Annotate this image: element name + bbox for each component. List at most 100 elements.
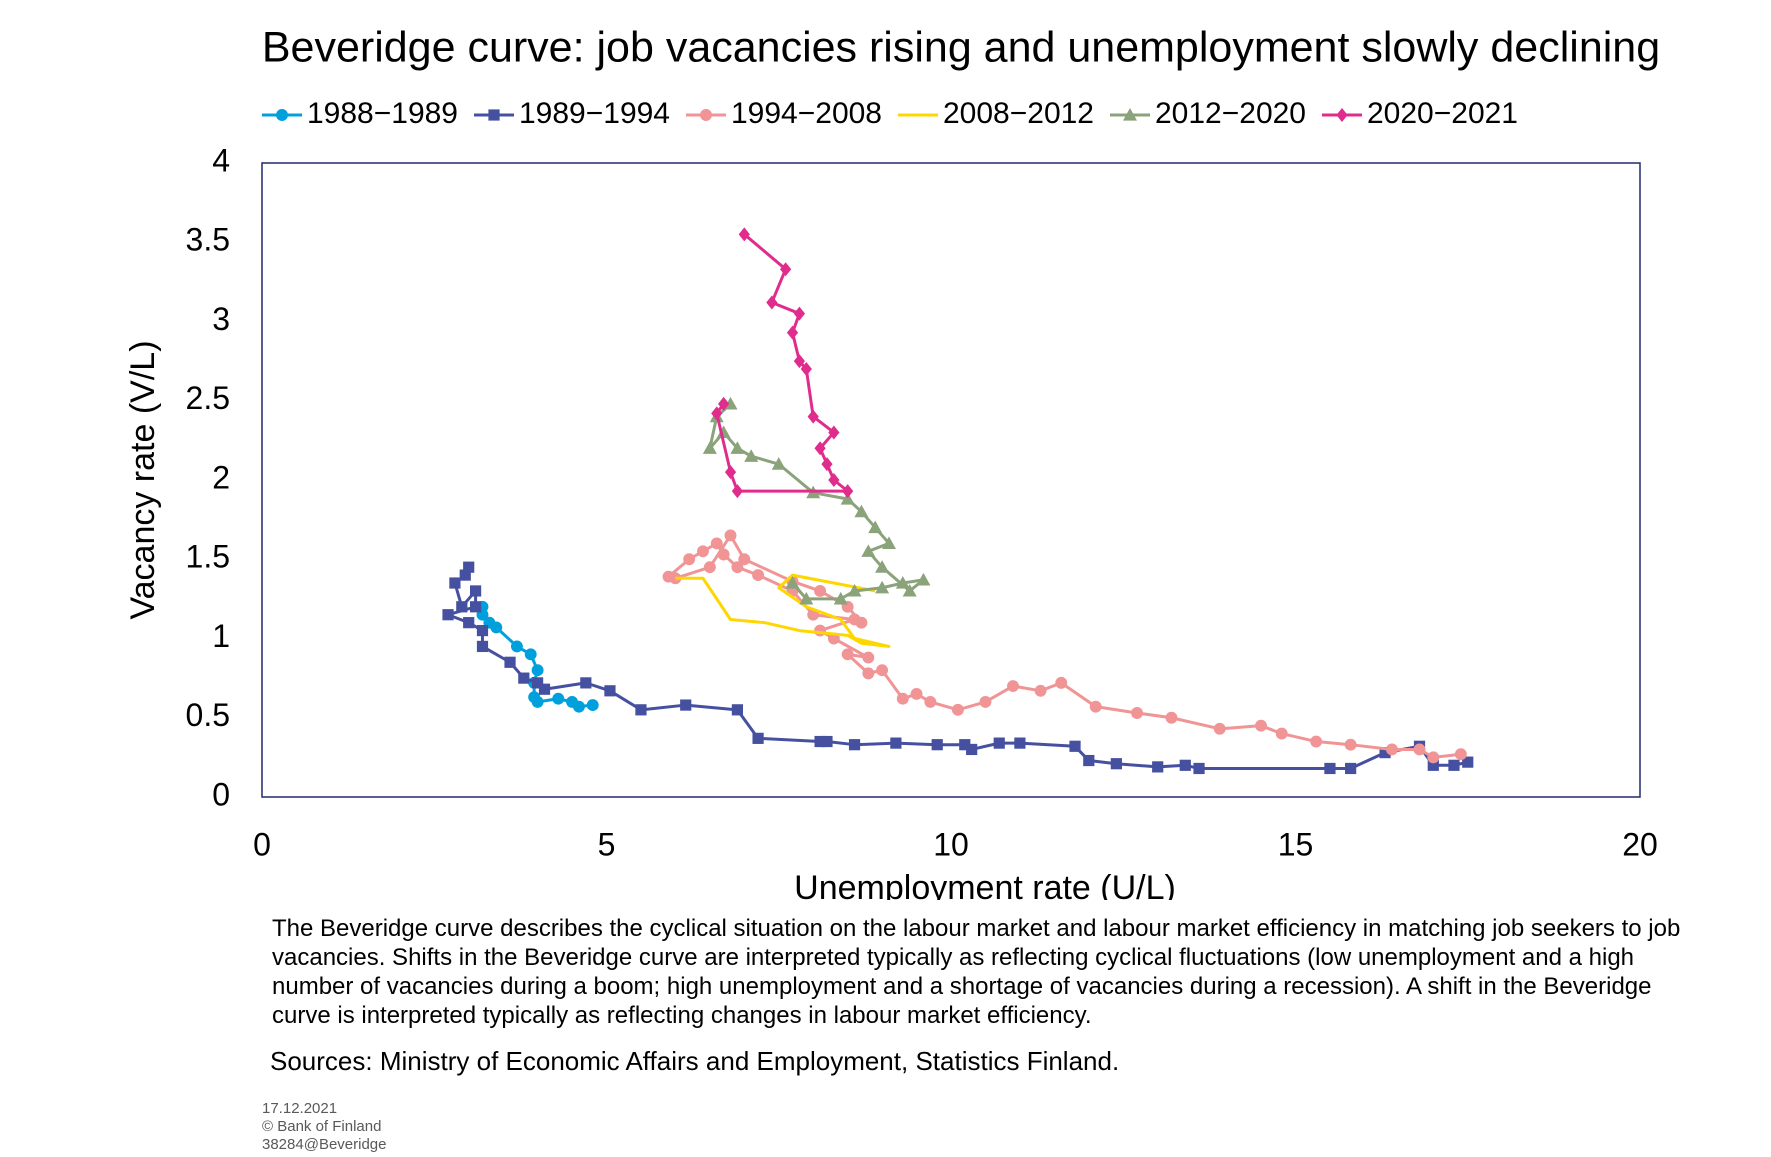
x-axis-label: Unemployment rate (U/L) [794, 869, 1176, 900]
marker [1055, 676, 1068, 689]
chart-title: Beveridge curve: job vacancies rising an… [262, 23, 1660, 71]
marker [814, 441, 826, 456]
series-line [675, 573, 891, 648]
marker [842, 484, 854, 499]
marker [531, 664, 544, 677]
marker [476, 624, 489, 637]
marker [785, 576, 800, 589]
marker [847, 583, 862, 597]
marker [840, 492, 855, 505]
marker [1034, 684, 1047, 697]
series-line [667, 533, 1462, 759]
marker [456, 601, 468, 613]
marker [697, 545, 709, 558]
legend-marker [1336, 108, 1348, 122]
marker [1454, 748, 1467, 761]
chart: Beveridge curve: job vacancies rising an… [124, 23, 1660, 900]
marker [752, 732, 764, 744]
footer-id: 38284@Beveridge [262, 1136, 387, 1153]
marker [862, 667, 875, 680]
series-line [708, 402, 925, 601]
legend-marker [1123, 108, 1137, 121]
marker [993, 737, 1005, 749]
marker [463, 617, 475, 629]
marker [538, 683, 551, 695]
marker [931, 739, 943, 751]
marker [1413, 743, 1426, 756]
marker [586, 699, 599, 712]
marker [566, 695, 578, 708]
marker [1462, 756, 1474, 768]
marker [449, 577, 461, 589]
marker [469, 585, 482, 597]
marker [1014, 737, 1026, 749]
y-tick-label: 0.5 [186, 697, 230, 733]
marker [731, 561, 744, 574]
marker [862, 651, 875, 664]
marker [786, 325, 799, 340]
marker [717, 548, 730, 561]
marker [793, 306, 806, 321]
marker [716, 425, 731, 439]
marker [1275, 727, 1288, 740]
legend-label: 2008−2012 [943, 97, 1094, 130]
marker [951, 703, 964, 716]
y-tick-label: 3.5 [186, 222, 230, 258]
marker [1152, 761, 1164, 773]
legend-marker [276, 109, 288, 121]
marker [528, 691, 541, 704]
marker [1213, 722, 1226, 735]
y-tick-label: 1 [212, 618, 230, 654]
marker [504, 656, 516, 668]
marker [979, 695, 992, 708]
marker [459, 569, 471, 581]
y-tick-label: 3 [212, 301, 230, 337]
marker [861, 544, 876, 557]
marker [738, 227, 750, 242]
marker [552, 692, 565, 705]
x-tick-label: 20 [1622, 826, 1658, 862]
footer-date: 17.12.2021 [262, 1100, 338, 1117]
marker [896, 692, 909, 705]
marker [959, 739, 971, 751]
x-tick-label: 15 [1278, 826, 1314, 862]
marker [1344, 738, 1357, 751]
marker [848, 739, 861, 751]
marker [532, 677, 544, 689]
x-tick-label: 10 [933, 826, 969, 862]
marker [469, 601, 482, 613]
legend-marker [700, 109, 712, 121]
marker [910, 688, 923, 700]
legend-marker [488, 109, 500, 121]
plot-area [261, 162, 1641, 798]
x-tick-label: 5 [598, 826, 616, 862]
marker [793, 354, 806, 369]
marker [766, 295, 778, 310]
marker [1427, 751, 1440, 764]
marker [724, 465, 737, 480]
y-tick-label: 0 [212, 776, 230, 812]
marker [902, 583, 917, 597]
marker [730, 441, 745, 454]
marker [881, 536, 896, 549]
marker [854, 504, 869, 518]
marker [1069, 740, 1081, 752]
marker [718, 396, 730, 411]
marker [1386, 743, 1398, 756]
marker [828, 425, 840, 440]
marker [828, 473, 840, 487]
marker [799, 591, 814, 605]
marker [724, 529, 737, 542]
marker [1310, 735, 1323, 748]
marker [890, 737, 902, 749]
marker [821, 457, 833, 472]
x-tick-label: 0 [253, 826, 271, 862]
marker [1179, 759, 1191, 771]
description: The Beveridge curve describes the cyclic… [272, 915, 1681, 1029]
marker [710, 537, 723, 550]
marker [711, 406, 723, 421]
marker [916, 572, 931, 586]
marker [680, 699, 692, 711]
marker [1110, 758, 1122, 770]
